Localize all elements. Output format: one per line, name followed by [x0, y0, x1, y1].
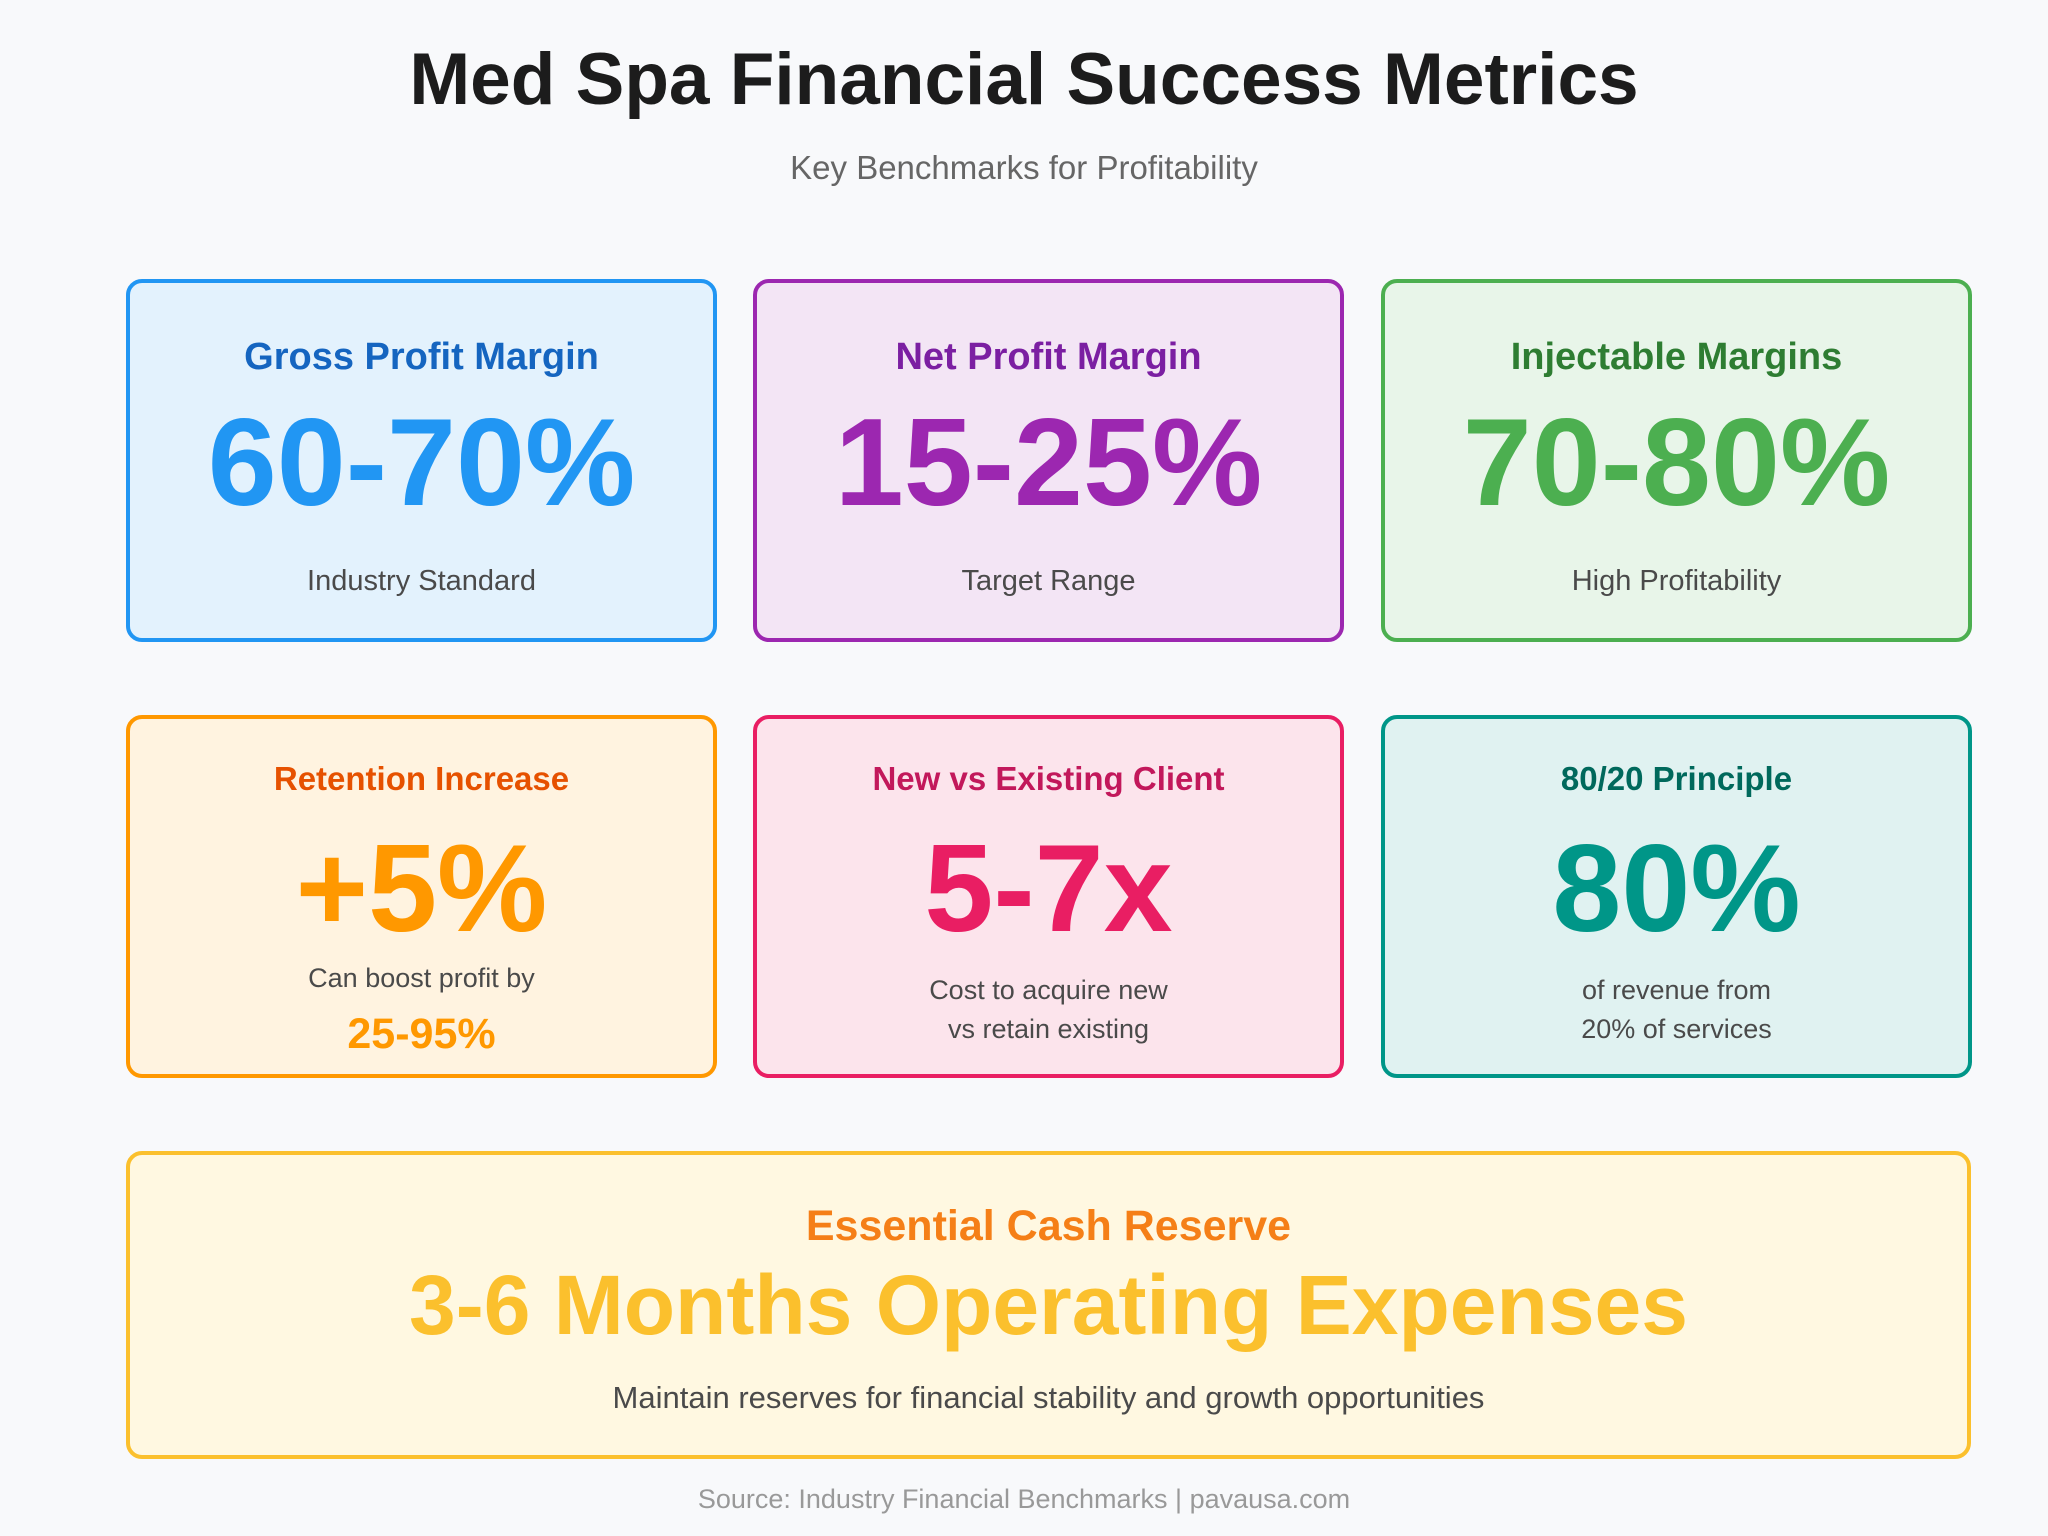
metric-description-line-2: 20% of services [1581, 1014, 1772, 1044]
cash-reserve-panel: Essential Cash Reserve 3-6 Months Operat… [126, 1151, 1971, 1459]
metric-card-80-20-principle: 80/20 Principle 80% of revenue from 20% … [1381, 715, 1972, 1078]
metric-description-line-2: vs retain existing [947, 1014, 1150, 1044]
page-subtitle: Key Benchmarks for Profitability [790, 149, 1258, 186]
metric-card-injectable-margins: Injectable Margins 70-80% High Profitabi… [1381, 279, 1972, 642]
metric-title: 80/20 Principle [1560, 760, 1793, 797]
metric-description-line-1: Cost to acquire new [929, 975, 1168, 1005]
metric-description: High Profitability [1571, 565, 1782, 597]
metric-card-new-vs-existing-client: New vs Existing Client 5-7x Cost to acqu… [753, 715, 1344, 1078]
metric-value: 60-70% [207, 394, 636, 532]
metric-value: 5-7x [924, 820, 1173, 958]
reserve-title: Essential Cash Reserve [805, 1202, 1292, 1250]
metric-title: Injectable Margins [1510, 336, 1843, 378]
metric-card-retention-increase: Retention Increase +5% Can boost profit … [126, 715, 717, 1078]
metric-description: Industry Standard [307, 565, 536, 597]
metric-card-gross-profit-margin: Gross Profit Margin 60-70% Industry Stan… [126, 279, 717, 642]
metric-description: Target Range [961, 565, 1136, 597]
metric-value: 15-25% [834, 394, 1263, 532]
metric-value: 70-80% [1462, 394, 1891, 532]
metric-title: Retention Increase [273, 760, 570, 797]
metric-highlight: 25-95% [347, 1010, 496, 1058]
metric-title: Net Profit Margin [895, 336, 1202, 378]
metric-title: New vs Existing Client [872, 760, 1225, 797]
source-footer: Source: Industry Financial Benchmarks | … [697, 1484, 1351, 1514]
page-title: Med Spa Financial Success Metrics [409, 39, 1639, 120]
reserve-description: Maintain reserves for financial stabilit… [612, 1380, 1485, 1415]
reserve-value: 3-6 Months Operating Expenses [409, 1258, 1688, 1352]
metric-description: Can boost profit by [308, 963, 535, 993]
metric-description-line-1: of revenue from [1581, 975, 1772, 1005]
metric-title: Gross Profit Margin [244, 336, 599, 378]
metric-card-net-profit-margin: Net Profit Margin 15-25% Target Range [753, 279, 1344, 642]
metric-value: 80% [1552, 820, 1801, 958]
metric-value: +5% [295, 820, 548, 958]
